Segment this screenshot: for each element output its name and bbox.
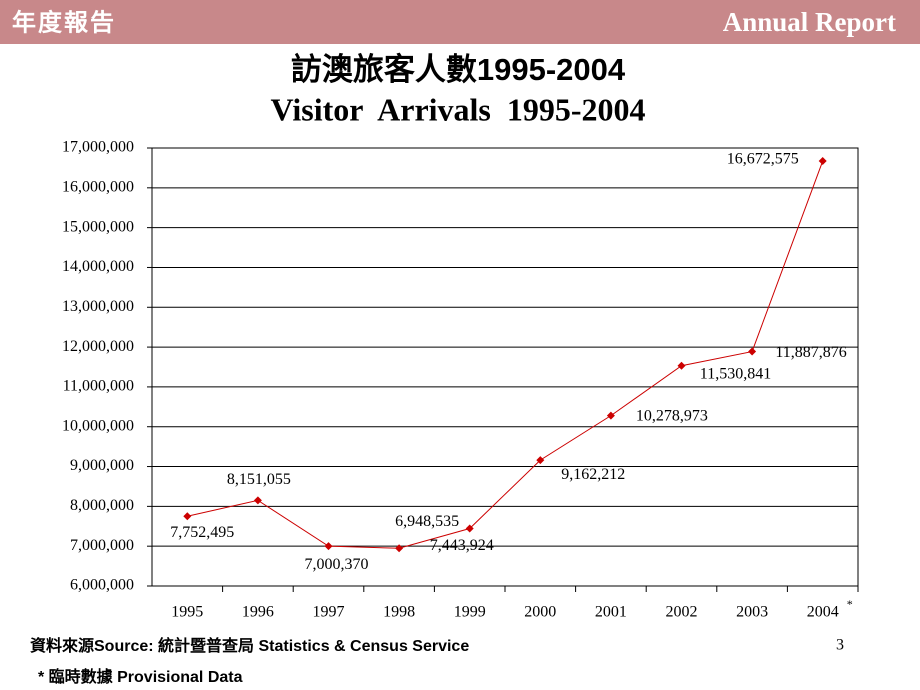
marker: [536, 456, 545, 465]
data-label: 10,278,973: [636, 407, 708, 424]
y-tick-label: 12,000,000: [62, 338, 134, 355]
y-tick-label: 17,000,000: [62, 139, 134, 156]
y-tick-label: 10,000,000: [62, 417, 134, 434]
x-tick-note: *: [847, 597, 853, 611]
marker: [253, 496, 262, 505]
y-tick-label: 9,000,000: [70, 457, 134, 474]
chart-subtitle: Visitor Arrivals 1995-2004: [270, 91, 645, 127]
x-tick-label: 2000: [524, 604, 556, 621]
header-right: Annual Report: [723, 7, 896, 37]
x-tick-label: 2002: [666, 604, 698, 621]
header-bar: [0, 0, 920, 44]
x-tick-label: 2004: [807, 604, 839, 621]
x-tick-label: 1999: [454, 604, 486, 621]
marker: [465, 524, 474, 533]
chart-title: 訪澳旅客人數1995-2004: [291, 52, 626, 87]
x-tick-label: 2003: [736, 604, 768, 621]
y-tick-label: 6,000,000: [70, 577, 134, 594]
y-tick-label: 11,000,000: [63, 378, 134, 395]
marker: [748, 347, 757, 356]
x-tick-label: 1997: [313, 604, 345, 621]
y-tick-label: 13,000,000: [62, 298, 134, 315]
x-tick-label: 2001: [595, 604, 627, 621]
page-number: 3: [836, 637, 844, 654]
data-label: 7,443,924: [430, 537, 494, 554]
data-label: 8,151,055: [227, 471, 291, 488]
data-label: 16,672,575: [727, 151, 799, 168]
marker: [818, 157, 827, 166]
y-tick-label: 16,000,000: [62, 178, 134, 195]
plot-area: [151, 147, 859, 587]
y-tick-label: 8,000,000: [70, 497, 134, 514]
x-tick-label: 1996: [242, 604, 274, 621]
x-tick-label: 1998: [383, 604, 415, 621]
x-tick-label: 1995: [171, 604, 203, 621]
y-tick-label: 7,000,000: [70, 537, 134, 554]
data-label: 11,530,841: [700, 365, 771, 382]
line: [187, 160, 824, 549]
data-label: 6,948,535: [395, 513, 459, 530]
footnote: * 臨時數據 Provisional Data: [38, 667, 243, 686]
header-left: 年度報告: [12, 8, 116, 36]
marker: [395, 544, 404, 553]
data-label: 7,752,495: [170, 524, 234, 541]
data-label: 9,162,212: [561, 466, 625, 483]
marker: [606, 411, 615, 420]
marker: [183, 512, 192, 521]
data-label: 7,000,370: [305, 556, 369, 573]
data-label: 11,887,876: [775, 344, 846, 361]
marker: [324, 542, 333, 551]
y-tick-label: 15,000,000: [62, 218, 134, 235]
marker: [677, 361, 686, 370]
y-tick-label: 14,000,000: [62, 258, 134, 275]
source-note: 資料來源Source: 統計暨普查局 Statistics & Census S…: [30, 636, 469, 655]
